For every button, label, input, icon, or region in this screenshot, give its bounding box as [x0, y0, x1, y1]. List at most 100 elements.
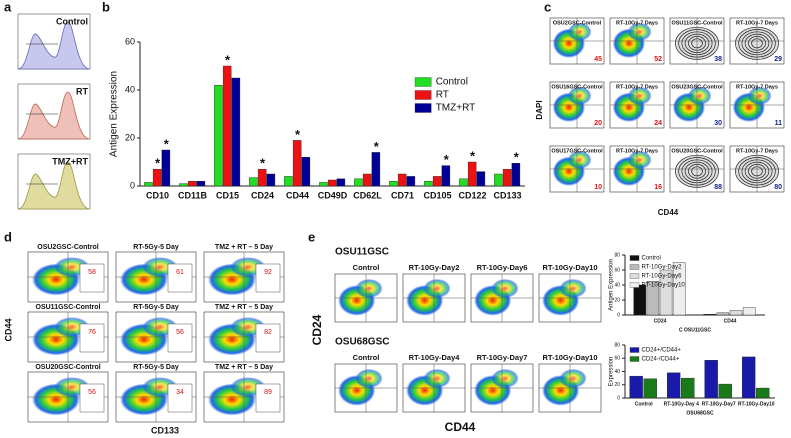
legend-swatch [414, 90, 432, 100]
plot-percent: 88 [714, 184, 722, 191]
y-tick-label: 40 [614, 282, 620, 288]
legend-label: CD24+/CD44+ [642, 348, 682, 354]
bar [659, 269, 673, 316]
x-tick-label: CD49D [318, 190, 348, 200]
plot-title: TMZ + RT – 5 Day [215, 364, 273, 371]
x-tick-label: CD62L [353, 190, 382, 200]
legend-label: Control [642, 256, 661, 262]
plot-title: RT-10Gy-Day10 [542, 263, 597, 272]
bar [397, 173, 407, 187]
y-tick-label: 0 [130, 180, 135, 190]
y-tick-label: 60 [125, 36, 135, 46]
legend-label: TMZ+RT [436, 103, 476, 114]
x-tick-label: CD44 [724, 318, 737, 324]
panel-label: b [102, 0, 110, 14]
legend-label: RT-10Gy-Day10 [642, 283, 686, 289]
flow-density [567, 86, 592, 106]
bar [406, 176, 416, 187]
bar [741, 356, 756, 399]
inset-histogram [79, 323, 105, 353]
plot-percent: 89 [264, 389, 272, 396]
flow-density [559, 278, 587, 298]
plot-title: RT-10Gy-Day2 [409, 263, 460, 272]
histogram [17, 21, 91, 70]
plot-title: RT-10Gy-7 Days [736, 20, 778, 26]
x-tick-label: RT-10Gy-Day 4 [664, 401, 700, 407]
bar [187, 180, 197, 187]
legend-label: RT-10Gy-Day6 [642, 274, 683, 280]
y-tick-label: 80 [614, 342, 620, 348]
plot-percent: 30 [714, 120, 722, 127]
plot-title: OSU23GSC-Control [671, 84, 723, 90]
row-title: OSU68GSC [335, 337, 389, 348]
plot-percent: 20 [594, 120, 602, 127]
x-tick-label: CD15 [216, 190, 239, 200]
y-tick-label: 60 [614, 356, 620, 362]
bar [161, 149, 171, 187]
y-tick-label: 20 [614, 297, 620, 303]
inset-histogram [167, 323, 193, 353]
x-tick-label: CD24 [251, 190, 274, 200]
plot-percent: 92 [264, 269, 272, 276]
flow-density [747, 86, 772, 106]
bar [718, 383, 732, 399]
bar [441, 165, 451, 187]
bar [144, 182, 153, 187]
plot-title: TMZ + RT – 5 Day [215, 244, 273, 251]
panel-label: d [4, 229, 12, 244]
significance: * [164, 136, 170, 151]
plot-title: TMZ + RT – 5 Day [215, 304, 273, 311]
x-tick-label: CD122 [458, 190, 486, 200]
flow-density [627, 150, 652, 169]
x-axis-label: C OSU11GSC [679, 327, 711, 333]
axis-label: CD44 [445, 420, 476, 434]
flow-density [567, 22, 592, 41]
plot-title: RT-10Gy-7 Days [616, 84, 658, 90]
y-axis-label: Antigen Expression [109, 71, 120, 157]
axis-label: CD133 [151, 425, 179, 435]
bar [214, 84, 223, 187]
y-tick-label: 20 [614, 382, 620, 388]
legend-label: Control [436, 77, 468, 88]
panel-label: e [308, 229, 315, 244]
x-axis-label: OSU68GSC [686, 410, 714, 416]
bar [646, 281, 660, 316]
bar [629, 375, 643, 399]
bar [389, 180, 398, 187]
plot-percent: 34 [176, 389, 184, 396]
x-tick-label: CD133 [493, 190, 521, 200]
plot-percent: 76 [88, 329, 96, 336]
x-tick-label: Control [635, 401, 653, 407]
legend-label: CD24-/CD44+ [642, 357, 680, 363]
y-tick-label: 0 [617, 395, 620, 401]
plot-percent: 61 [176, 269, 184, 276]
bar [672, 262, 686, 316]
bar [666, 372, 681, 399]
legend-swatch [629, 264, 640, 270]
flow-density [627, 22, 652, 41]
x-tick-label: CD10 [146, 190, 169, 200]
plot-title: RT-5Gy-5 Day [133, 364, 179, 371]
plot-title: RT-5Gy-5 Day [133, 244, 179, 251]
inset-histogram [167, 263, 193, 293]
plot-title: OSU16GSC-Control [551, 84, 603, 90]
x-tick-label: RT-10Gy-Day7 [702, 401, 736, 407]
plot-title: OSU17GSC-Control [551, 148, 603, 154]
plot-title: RT-10Gy-7 Days [616, 148, 658, 154]
legend-swatch [629, 356, 640, 362]
significance: * [470, 148, 476, 163]
plot-percent: 38 [714, 56, 722, 63]
bar [716, 312, 730, 316]
plot-title: RT-10Gy-7 Days [616, 20, 658, 26]
histogram [17, 91, 91, 140]
bar [231, 77, 241, 187]
panel-label: c [544, 0, 551, 14]
legend-swatch [414, 103, 432, 113]
y-tick-label: 80 [614, 252, 620, 258]
histogram-title: TMZ+RT [52, 156, 88, 166]
legend-label: RT [436, 90, 449, 101]
significance: * [155, 156, 161, 171]
x-tick-label: CD105 [423, 190, 451, 200]
legend-swatch [629, 255, 640, 261]
plot-title: RT-10Gy-7 Days [736, 148, 778, 154]
